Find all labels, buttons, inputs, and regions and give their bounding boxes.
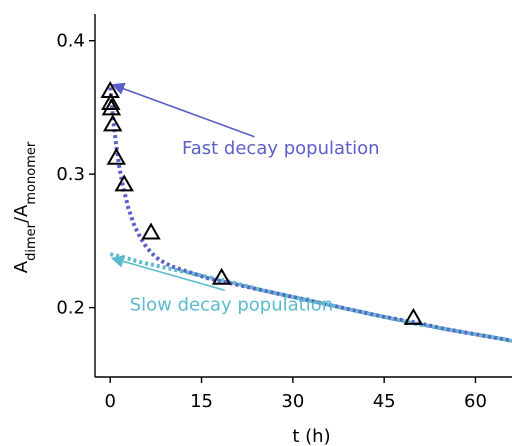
y-axis-label-sub2: monomer — [24, 141, 39, 204]
y-axis-label-sep: / — [11, 216, 32, 223]
data-point-marker — [106, 147, 127, 165]
data-point-marker — [102, 114, 123, 132]
y-axis-label: Adimer/Amonomer — [11, 141, 39, 273]
x-tick-label: 60 — [464, 391, 487, 412]
data-point-marker — [101, 98, 122, 116]
y-axis-label-base2: A — [11, 204, 32, 217]
slow-decay-label: Slow decay population — [130, 294, 333, 315]
slow-decay-arrow — [110, 255, 225, 292]
fast-decay-fit-line — [108, 87, 512, 343]
fast-decay-arrow — [111, 82, 255, 138]
data-point-marker — [141, 222, 161, 240]
x-ticks: 0 15 30 45 60 — [104, 377, 487, 412]
markers-layer — [100, 80, 424, 325]
x-axis-label: t (h) — [292, 426, 330, 446]
data-point-marker — [403, 307, 424, 325]
x-tick-label: 15 — [190, 391, 213, 412]
axis-layer: 0 15 30 45 60 0.2 0.3 0.4 — [56, 14, 512, 412]
y-ticks: 0.2 0.3 0.4 — [56, 31, 95, 319]
data-point-marker — [101, 92, 121, 110]
x-tick-label: 30 — [281, 391, 304, 412]
x-tick-label: 0 — [104, 391, 115, 412]
fast-decay-label: Fast decay population — [182, 138, 379, 159]
y-axis-label-sub1: dimer — [24, 222, 39, 261]
y-axis-label-base1: A — [11, 260, 32, 273]
curves-layer — [108, 87, 512, 343]
data-point-marker — [114, 174, 134, 192]
y-tick-label: 0.3 — [56, 164, 85, 185]
annotation-layer: Fast decay population Slow decay populati… — [110, 82, 380, 315]
x-tick-label: 45 — [373, 391, 396, 412]
y-tick-label: 0.2 — [56, 298, 85, 319]
data-point-marker — [211, 267, 232, 285]
y-tick-label: 0.4 — [56, 31, 85, 52]
